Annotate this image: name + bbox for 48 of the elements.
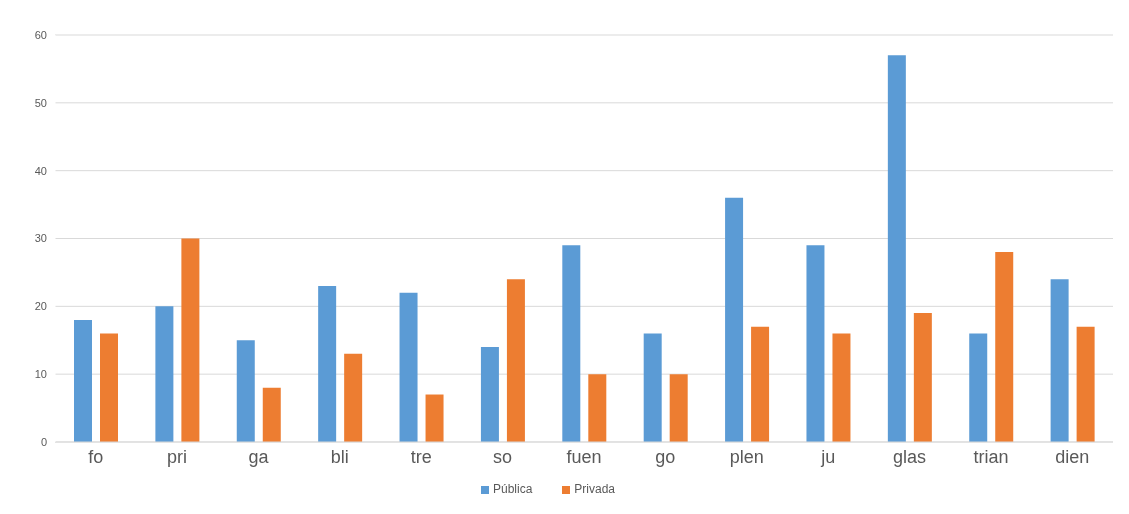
bar: [155, 306, 174, 442]
bar: [806, 245, 825, 442]
bar: [969, 333, 988, 442]
x-tick-label: glas: [893, 446, 927, 467]
bar: [913, 313, 932, 442]
x-tick-label: so: [493, 446, 513, 467]
y-tick-label: 20: [34, 300, 47, 313]
x-tick-label: plen: [729, 446, 764, 467]
x-tick-label: fuen: [566, 446, 602, 467]
x-tick-label: ga: [248, 446, 270, 467]
bar: [725, 197, 744, 442]
x-tick-label: tre: [410, 446, 432, 467]
bar: [669, 374, 688, 442]
y-tick-label: 10: [34, 368, 47, 381]
bar: [74, 319, 92, 442]
bar: [995, 252, 1014, 442]
bar: [751, 326, 770, 442]
x-tick-label: bli: [330, 446, 349, 467]
bar: [425, 394, 444, 442]
x-tick-label: fo: [88, 446, 104, 467]
bar: [318, 285, 337, 442]
bar: [344, 353, 363, 442]
x-tick-label: go: [655, 446, 676, 467]
bar: [643, 333, 662, 442]
bar: [181, 238, 200, 442]
bar: [588, 374, 607, 442]
bar: [1076, 326, 1095, 442]
x-tick-label: dien: [1055, 446, 1090, 467]
y-tick-label: 0: [40, 435, 47, 448]
y-tick-label: 50: [34, 96, 47, 109]
bar: [1050, 279, 1069, 442]
y-tick-label: 60: [34, 28, 47, 41]
bar: [100, 333, 118, 442]
x-tick-label: trian: [973, 446, 1009, 467]
bar: [480, 347, 499, 442]
bar: [562, 245, 581, 442]
x-tick-label: pri: [167, 446, 188, 467]
x-tick-label: ju: [820, 446, 836, 467]
bar: [236, 340, 255, 442]
bar: [506, 279, 525, 442]
bar: [887, 55, 906, 442]
bar: [832, 333, 851, 442]
y-tick-label: 30: [34, 232, 47, 245]
legend-label: Pública: [492, 482, 533, 496]
y-tick-label: 40: [34, 164, 47, 177]
bar: [399, 292, 418, 442]
bar: [262, 387, 281, 442]
legend-label: Privada: [574, 482, 616, 496]
